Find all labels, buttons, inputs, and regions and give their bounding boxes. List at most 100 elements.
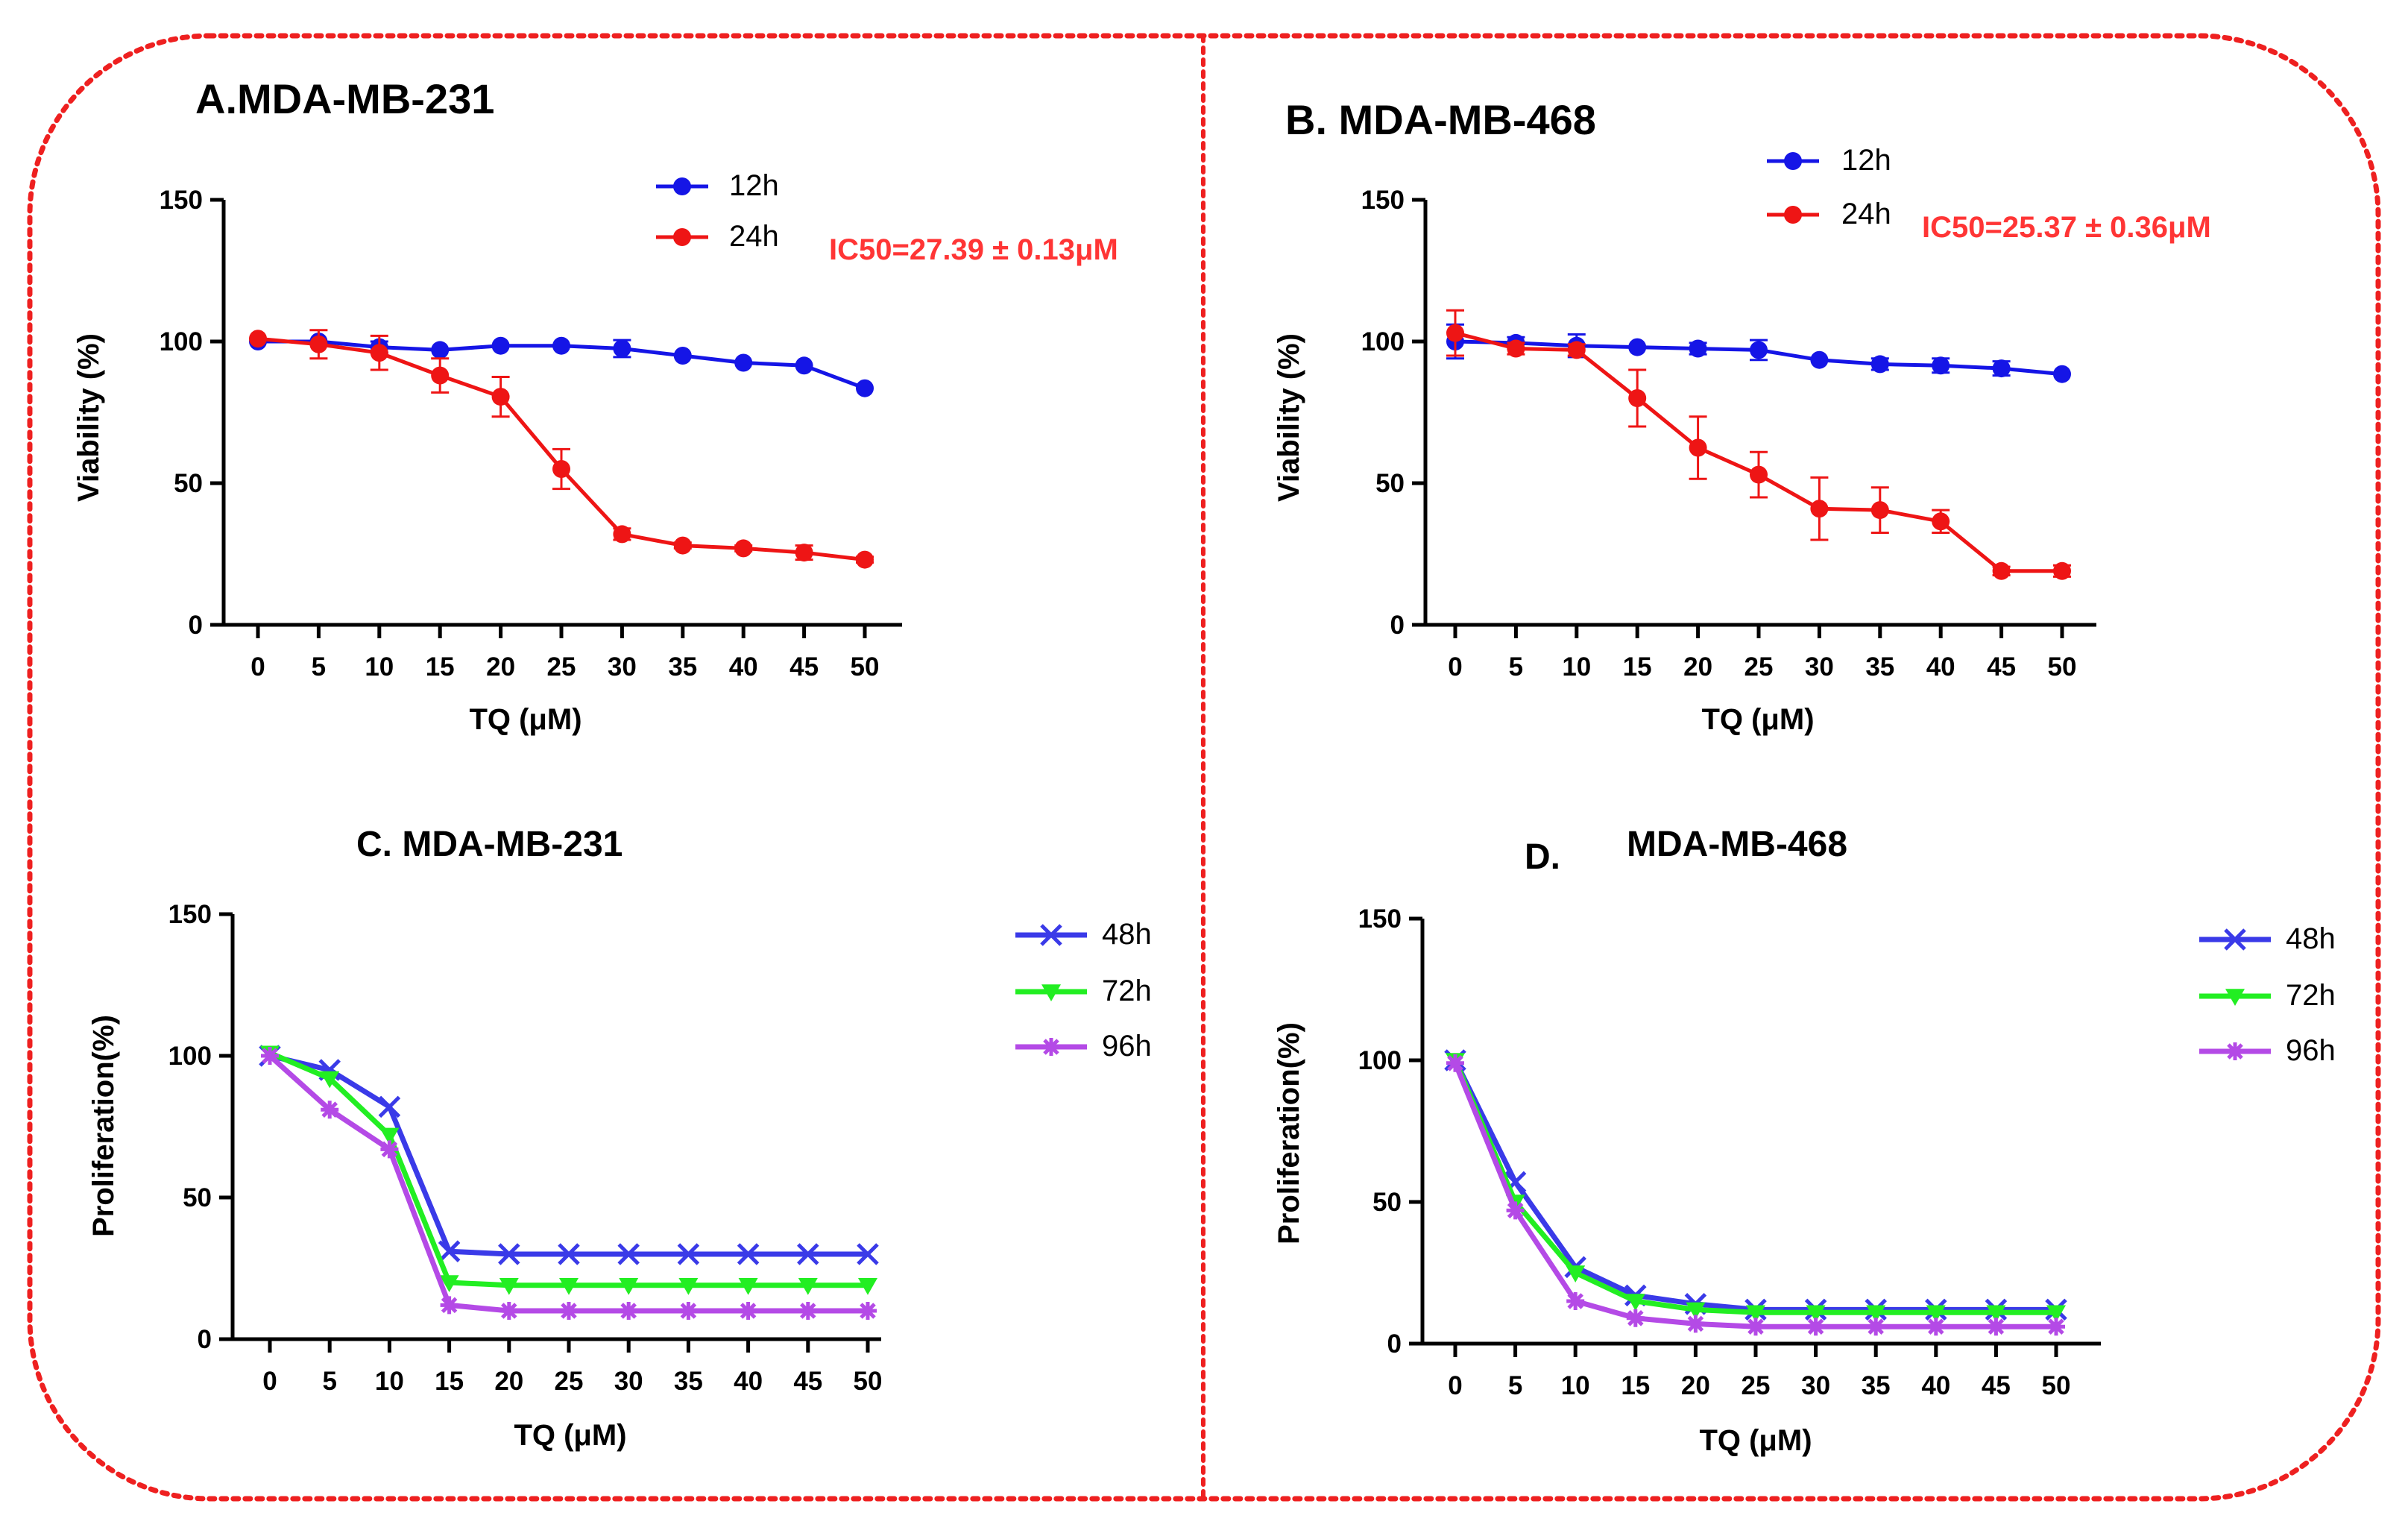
legend-entry: 96h <box>2199 1034 2336 1067</box>
legend-marker <box>1784 206 1802 224</box>
data-point <box>1926 1305 1946 1323</box>
data-point <box>1686 1302 1706 1320</box>
y-tick-label: 150 <box>1361 186 1405 215</box>
data-point <box>440 1296 458 1315</box>
data-point <box>1806 1318 1825 1336</box>
data-point <box>560 1302 578 1320</box>
legend-label: 12h <box>1841 144 1891 177</box>
data-point <box>619 1278 639 1295</box>
data-point <box>857 1243 879 1265</box>
data-point <box>734 353 753 372</box>
data-point <box>1806 1305 1826 1323</box>
x-tick-label: 40 <box>734 1367 763 1396</box>
panel-title: D. <box>1525 837 1560 877</box>
data-point <box>499 1278 519 1295</box>
legend-label: 48h <box>2286 922 2336 955</box>
data-point <box>1992 561 2011 580</box>
series-96h <box>261 1047 877 1320</box>
data-point <box>1507 339 1525 358</box>
x-tick-label: 50 <box>854 1367 883 1396</box>
data-point <box>1986 1305 2006 1323</box>
data-point <box>1625 1294 1645 1311</box>
data-point <box>678 1278 699 1295</box>
data-point <box>798 1302 817 1320</box>
y-tick-label: 150 <box>168 900 212 929</box>
x-tick-label: 25 <box>1744 652 1774 682</box>
data-point <box>859 1302 877 1320</box>
data-point <box>1932 356 1950 375</box>
legend-label: 72h <box>1102 975 1152 1007</box>
data-point <box>1926 1318 1945 1336</box>
ic50-annotation: IC50=25.37 ± 0.36μM <box>1922 211 2211 244</box>
x-tick-label: 5 <box>1508 1371 1522 1400</box>
y-axis-title: Viability (%) <box>1273 333 1305 502</box>
legend-marker <box>1041 984 1061 1001</box>
x-tick-label: 20 <box>486 652 515 682</box>
x-tick-label: 15 <box>1623 652 1652 682</box>
data-point <box>673 347 692 365</box>
data-point <box>491 388 510 406</box>
x-tick-label: 25 <box>547 652 576 682</box>
panel-b-viability-mda-mb-468: B. MDA-MB-468 0 50 100 150 0 5 10 15 20 25 30 35 40 45… <box>1273 96 2211 736</box>
data-point <box>1932 512 1950 531</box>
data-point <box>856 379 874 397</box>
x-axis-title: TQ (μM) <box>514 1419 626 1452</box>
data-point <box>734 539 753 558</box>
legend-label: 48h <box>1102 918 1152 951</box>
x-tick-label: 35 <box>1865 652 1894 682</box>
data-point <box>1746 1305 1765 1323</box>
series-96h <box>1446 1054 2065 1336</box>
legend-label: 12h <box>729 169 779 202</box>
series-24h <box>1446 309 2071 580</box>
data-point <box>1992 359 2011 378</box>
legend-entry: 96h <box>1015 1030 1152 1063</box>
legend-entry: 48h <box>1015 918 1152 951</box>
data-point <box>620 1302 638 1320</box>
x-tick-label: 0 <box>1448 652 1462 682</box>
data-point <box>856 550 874 569</box>
data-point <box>558 1243 580 1265</box>
x-tick-label: 15 <box>1621 1371 1650 1400</box>
legend-label: 24h <box>1841 198 1891 230</box>
x-tick-label: 40 <box>1926 652 1955 682</box>
data-point <box>1870 501 1889 520</box>
data-point <box>739 1302 757 1320</box>
panel-subtitle: MDA-MB-468 <box>1627 825 1847 864</box>
legend-marker <box>1784 152 1802 170</box>
data-point <box>617 1243 640 1265</box>
legend-marker <box>2225 989 2245 1006</box>
x-tick-label: 45 <box>789 652 819 682</box>
series-line <box>269 1053 868 1257</box>
y-tick-label: 50 <box>183 1183 212 1212</box>
y-axis-title: Proliferation(%) <box>1273 1022 1305 1244</box>
x-tick-label: 30 <box>1801 1371 1830 1400</box>
x-tick-label: 45 <box>1982 1371 2011 1400</box>
panel-d-proliferation-mda-mb-468: D. MDA-MB-468 0 50 100 150 0 5 10 15 20 25 30 35 40 45 5… <box>1273 825 2336 1457</box>
x-tick-label: 5 <box>312 652 326 682</box>
x-tick-label: 20 <box>1683 652 1712 682</box>
x-tick-label: 40 <box>729 652 758 682</box>
series-line <box>1452 1062 2056 1329</box>
x-tick-label: 20 <box>494 1367 523 1396</box>
x-tick-label: 35 <box>674 1367 703 1396</box>
series-12h <box>249 333 874 397</box>
x-tick-label: 10 <box>365 652 394 682</box>
legend-marker <box>1042 1038 1060 1056</box>
data-point <box>1867 1318 1885 1336</box>
data-point <box>858 1278 877 1295</box>
legend-label: 96h <box>2286 1034 2336 1067</box>
y-tick-label: 50 <box>1375 469 1405 498</box>
y-tick-label: 150 <box>160 186 203 215</box>
data-point <box>498 1243 520 1265</box>
data-point <box>1628 338 1647 356</box>
data-point <box>1689 339 1707 358</box>
legend-label: 72h <box>2286 979 2336 1012</box>
data-point <box>673 536 692 555</box>
y-tick-label: 100 <box>168 1042 212 1071</box>
data-point <box>798 1278 818 1295</box>
y-tick-label: 0 <box>189 611 203 640</box>
data-point <box>1446 1054 1464 1072</box>
x-axis-title: TQ (μM) <box>1699 1424 1812 1457</box>
series-24h <box>249 329 874 569</box>
